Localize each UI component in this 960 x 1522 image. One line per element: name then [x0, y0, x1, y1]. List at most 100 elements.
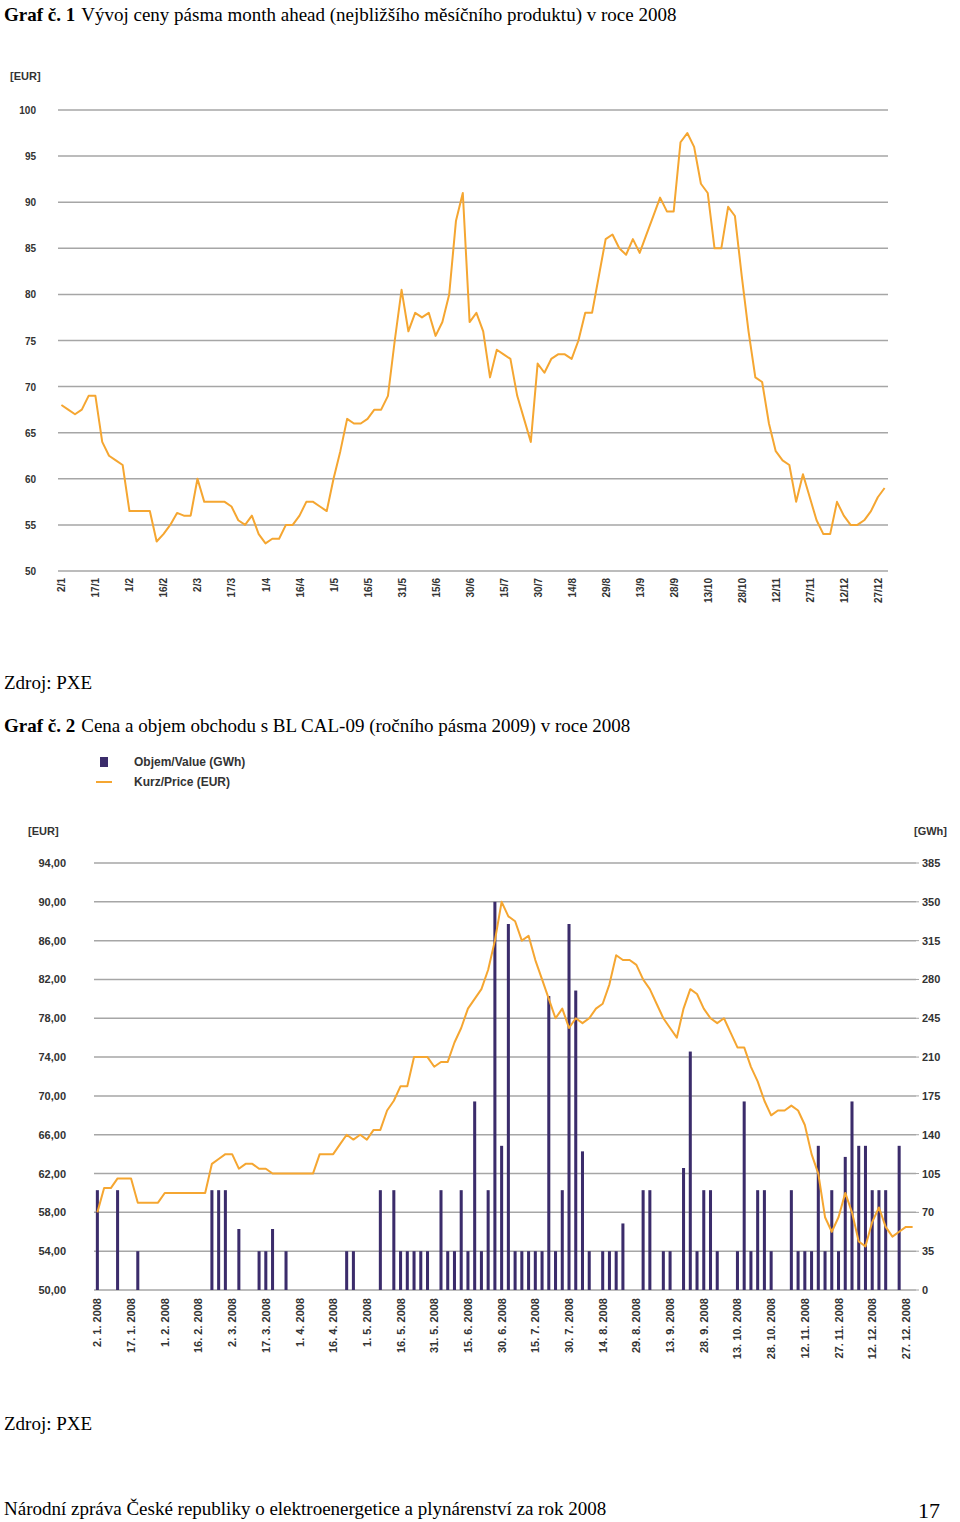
x-tick-label: 27. 12. 2008: [900, 1298, 912, 1359]
y-tick-label: 100: [19, 105, 36, 116]
x-tick-label: 16/5: [363, 578, 374, 598]
grid-line: [58, 294, 888, 296]
x-tick-label: 15. 7. 2008: [529, 1298, 541, 1353]
bar: [824, 1251, 827, 1290]
y-tick-label: 75: [25, 336, 37, 347]
x-tick-label: 17. 3. 2008: [260, 1298, 272, 1353]
y-tick-label: 70: [25, 382, 37, 393]
bar: [446, 1251, 449, 1290]
bar: [264, 1251, 267, 1290]
x-tick-label: 12. 12. 2008: [866, 1298, 878, 1359]
x-tick-label: 2. 3. 2008: [226, 1298, 238, 1347]
y2-tick-label: 140: [922, 1129, 940, 1141]
caption-label: Graf č. 1: [4, 4, 75, 25]
bar: [844, 1157, 847, 1290]
grid-line: [94, 1173, 916, 1175]
y-tick-label: 90: [25, 197, 37, 208]
x-tick-label: 13. 10. 2008: [731, 1298, 743, 1359]
bar: [487, 1190, 490, 1290]
bar: [554, 1251, 557, 1290]
x-tick-label: 16. 4. 2008: [327, 1298, 339, 1353]
y-tick-label: 55: [25, 520, 37, 531]
y2-tick: [916, 1134, 919, 1135]
bar: [669, 1251, 672, 1290]
bar: [507, 924, 510, 1290]
page: Graf č. 1Vývoj ceny pásma month ahead (n…: [0, 0, 960, 1522]
x-tick-label: 28. 9. 2008: [698, 1298, 710, 1353]
x-tick-label: 12/12: [839, 578, 850, 603]
bar: [884, 1190, 887, 1290]
bar: [702, 1190, 705, 1290]
bar: [756, 1190, 759, 1290]
grid-line: [58, 570, 888, 572]
bar: [136, 1251, 139, 1290]
grid-line: [94, 1134, 916, 1136]
bar: [871, 1190, 874, 1290]
y-tick-label: 95: [25, 151, 37, 162]
y-tick-label: 94,00: [38, 857, 66, 869]
x-tick-label: 17. 1. 2008: [125, 1298, 137, 1353]
x-tick-label: 2/1: [56, 578, 67, 592]
y-tick-label: 80: [25, 289, 37, 300]
bar: [797, 1251, 800, 1290]
bar: [749, 1251, 752, 1290]
bar: [864, 1146, 867, 1290]
x-tick-label: 29/8: [601, 578, 612, 598]
bar: [850, 1101, 853, 1290]
x-tick-label: 15. 6. 2008: [462, 1298, 474, 1353]
bar: [837, 1251, 840, 1290]
bar: [696, 1251, 699, 1290]
x-tick-label: 16/2: [158, 578, 169, 598]
x-tick-label: 27. 11. 2008: [833, 1298, 845, 1359]
y-tick-label: 78,00: [38, 1012, 66, 1024]
grid-line: [94, 862, 916, 864]
y-tick-label: 62,00: [38, 1168, 66, 1180]
x-tick-label: 30/6: [465, 578, 476, 598]
y2-tick-label: 350: [922, 896, 940, 908]
bar: [237, 1229, 240, 1290]
bar: [621, 1223, 624, 1290]
source: Zdroj: PXE: [4, 672, 92, 693]
grid-line: [94, 940, 916, 942]
bar: [817, 1146, 820, 1290]
bar: [466, 1251, 469, 1290]
x-tick-label: 1/2: [124, 578, 135, 592]
chart: Graf č. 2Cena a objem obchodu s BL CAL-0…: [4, 715, 947, 1434]
y2-tick: [916, 1212, 919, 1213]
caption: Graf č. 1Vývoj ceny pásma month ahead (n…: [4, 4, 676, 26]
bar: [439, 1190, 442, 1290]
bar: [527, 1251, 530, 1290]
x-tick-label: 12/11: [771, 578, 782, 603]
price-line: [61, 133, 884, 543]
price-line: [97, 902, 912, 1247]
bar: [736, 1251, 739, 1290]
y2-tick-label: 280: [922, 973, 940, 985]
y-tick-label: 50: [25, 566, 37, 577]
bar: [857, 1146, 860, 1290]
y-axis-label: [EUR]: [10, 70, 41, 82]
x-tick-label: 2. 1. 2008: [91, 1298, 103, 1347]
bar: [271, 1229, 274, 1290]
grid-line: [94, 1056, 916, 1058]
grid-line: [58, 201, 888, 203]
x-tick-label: 30. 6. 2008: [496, 1298, 508, 1353]
x-tick-label: 14. 8. 2008: [597, 1298, 609, 1353]
bar: [689, 1052, 692, 1290]
bar: [642, 1190, 645, 1290]
bar: [615, 1251, 618, 1290]
y2-tick: [916, 940, 919, 941]
x-tick-label: 15/6: [431, 578, 442, 598]
x-tick-label: 16. 5. 2008: [395, 1298, 407, 1353]
bar: [709, 1190, 712, 1290]
bar: [716, 1251, 719, 1290]
footer: Národní zpráva České republiky o elektro…: [4, 1498, 606, 1519]
bar: [419, 1251, 422, 1290]
x-tick-label: 16. 2. 2008: [192, 1298, 204, 1353]
bar: [810, 1251, 813, 1290]
bar: [534, 1251, 537, 1290]
x-tick-label: 13/9: [635, 578, 646, 598]
y2-tick: [916, 1251, 919, 1252]
y-tick-label: 66,00: [38, 1129, 66, 1141]
x-tick-label: 30/7: [533, 578, 544, 598]
y2-tick: [916, 1018, 919, 1019]
